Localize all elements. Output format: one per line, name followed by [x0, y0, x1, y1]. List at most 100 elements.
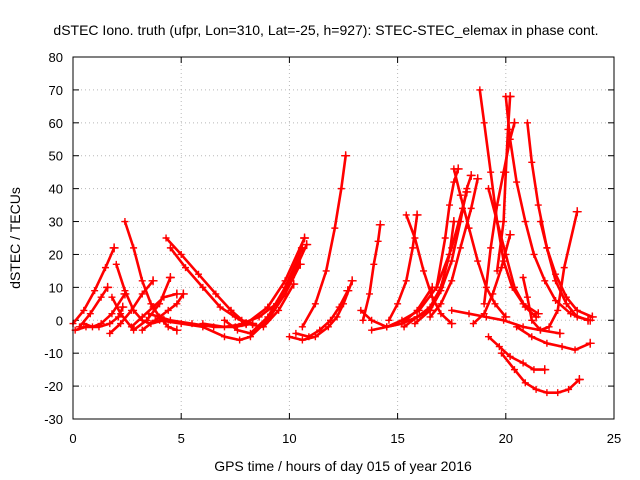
series-8	[127, 289, 182, 331]
series-42-point-1	[510, 366, 518, 374]
series-26-point-1	[413, 313, 421, 321]
y-tick-label-7: 40	[49, 182, 63, 197]
series-37-point-4	[521, 303, 529, 311]
series-30-point-0	[433, 283, 441, 291]
series-14-point-1	[220, 323, 228, 331]
series-34-end-marker	[509, 118, 519, 128]
series-42-point-6	[565, 385, 573, 393]
series-41-point-0	[484, 333, 492, 341]
series-0-end-marker	[109, 243, 119, 253]
series-42	[497, 349, 584, 397]
series-41-point-3	[519, 359, 527, 367]
series-0	[69, 243, 119, 328]
series-40-point-2	[528, 316, 536, 324]
series-27-point-0	[383, 323, 391, 331]
series-41-point-2	[506, 352, 514, 360]
series-1-trace	[78, 286, 109, 329]
series-37-point-2	[502, 250, 510, 258]
series-40-point-0	[519, 273, 527, 281]
series-6-point-0	[112, 260, 120, 268]
series-18-point-1	[298, 336, 306, 344]
series-31-point-5	[491, 300, 499, 308]
series-16	[227, 279, 299, 331]
series-40-point-5	[554, 306, 562, 314]
series-36-point-5	[541, 277, 549, 285]
series-40-point-6	[560, 264, 568, 272]
series-10-point-2	[195, 270, 203, 278]
series-25-end-marker	[447, 319, 457, 329]
series-44-point-1	[465, 310, 473, 318]
data-series	[69, 86, 597, 397]
series-29-point-1	[437, 300, 445, 308]
series-8-point-1	[138, 313, 146, 321]
series-20-point-3	[331, 224, 339, 232]
series-43-point-2	[543, 339, 551, 347]
series-14-trace	[201, 236, 306, 329]
series-36-point-4	[530, 250, 538, 258]
series-5-end-marker	[172, 325, 182, 335]
series-44-point-2	[482, 313, 490, 321]
series-40-point-4	[545, 323, 553, 331]
series-28	[411, 170, 476, 328]
series-17-point-2	[272, 300, 280, 308]
series-7-point-3	[143, 316, 151, 324]
series-9-point-2	[164, 306, 172, 314]
series-25-point-4	[437, 310, 445, 318]
series-35-point-2	[502, 168, 510, 176]
series-22-point-3	[374, 237, 382, 245]
series-9-point-0	[138, 326, 146, 334]
series-4-point-2	[95, 323, 103, 331]
series-6-point-2	[130, 306, 138, 314]
y-tick-label-6: 30	[49, 215, 63, 230]
series-0-point-3	[101, 264, 109, 272]
series-29	[426, 174, 483, 321]
x-tick-label-4: 20	[499, 431, 513, 446]
series-19-point-0	[292, 329, 300, 337]
y-tick-label-11: 80	[49, 50, 63, 65]
series-38-point-1	[528, 158, 536, 166]
series-28-point-3	[448, 257, 456, 265]
series-30-point-2	[446, 201, 454, 209]
series-11-point-3	[216, 303, 224, 311]
series-13-point-0	[156, 316, 164, 324]
tick-labels: 0 5 10 15 20 25 -30 -20 -10 0 10 20 30 40 50 60 70 80	[44, 50, 621, 446]
series-31-point-3	[474, 257, 482, 265]
series-24-point-0	[385, 316, 393, 324]
series-36-point-1	[506, 135, 514, 143]
series-24-end-marker	[412, 210, 422, 220]
series-38-point-2	[534, 201, 542, 209]
series-41-point-4	[530, 366, 538, 374]
series-37-trace	[487, 187, 538, 319]
series-1-point-1	[86, 310, 94, 318]
y-tick-label-0: -30	[44, 412, 63, 427]
series-10-point-3	[212, 290, 220, 298]
series-44-point-5	[536, 326, 544, 334]
series-40	[519, 207, 582, 334]
series-37-point-3	[510, 283, 518, 291]
series-7-end-marker	[165, 272, 175, 282]
series-21-point-1	[368, 316, 376, 324]
series-41-point-1	[495, 343, 503, 351]
x-tick-label-2: 10	[282, 431, 296, 446]
series-31-point-0	[450, 165, 458, 173]
series-10-point-0	[162, 234, 170, 242]
series-8-point-2	[149, 303, 157, 311]
series-19-point-3	[327, 316, 335, 324]
series-28-point-2	[437, 287, 445, 295]
series-19-point-1	[305, 333, 313, 341]
series-43-point-1	[528, 333, 536, 341]
series-18-point-4	[333, 313, 341, 321]
series-19-end-marker	[343, 286, 353, 296]
series-22-point-2	[370, 260, 378, 268]
series-15-point-3	[264, 313, 272, 321]
y-tick-label-10: 70	[49, 83, 63, 98]
series-41-end-marker	[540, 365, 550, 375]
series-42-point-2	[521, 379, 529, 387]
x-axis-label: GPS time / hours of day 015 of year 2016	[214, 458, 472, 474]
series-0-point-1	[80, 306, 88, 314]
series-5-point-2	[138, 277, 146, 285]
series-39-end-marker	[587, 312, 597, 322]
series-44-point-4	[519, 323, 527, 331]
series-30-point-1	[441, 234, 449, 242]
